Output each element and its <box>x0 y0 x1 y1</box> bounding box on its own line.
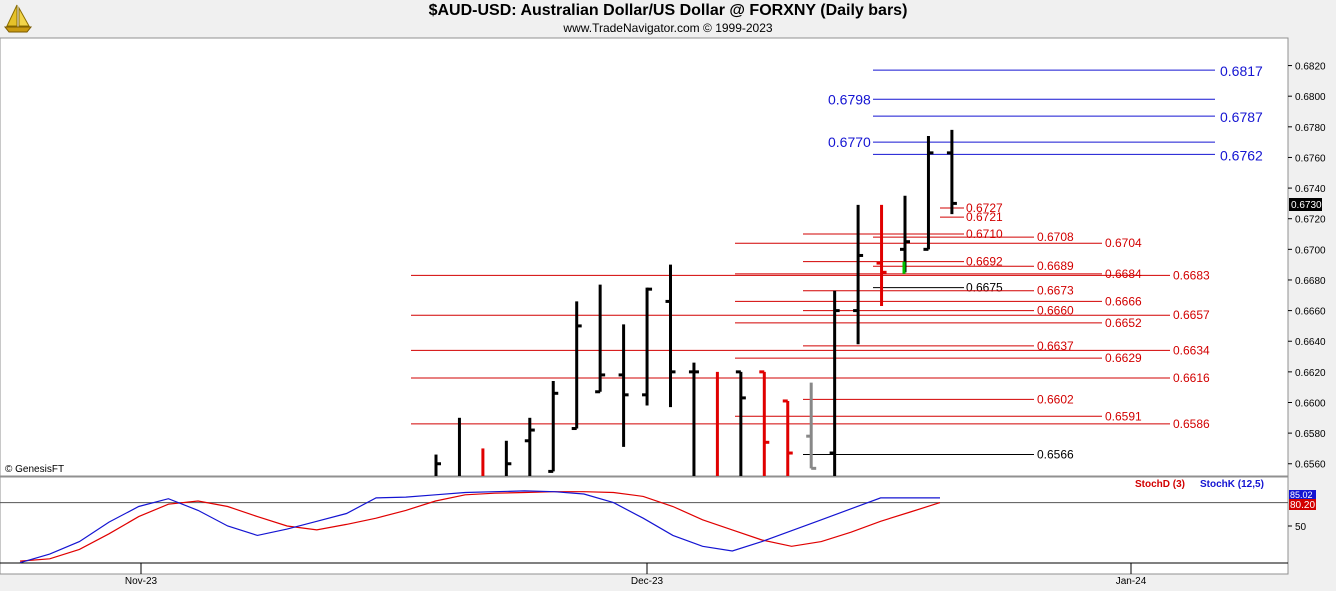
level-label: 0.6692 <box>966 255 1003 269</box>
level-label: 0.6673 <box>1037 284 1074 298</box>
price-tick-label: 0.6740 <box>1295 184 1326 195</box>
level-label: 0.6689 <box>1037 259 1074 273</box>
sailboat-logo-icon <box>2 2 34 34</box>
level-label: 0.6602 <box>1037 392 1074 406</box>
price-tick-label: 0.6640 <box>1295 337 1326 348</box>
price-bar <box>900 195 910 273</box>
price-tick-label: 0.6820 <box>1295 62 1326 73</box>
level-label: 0.6684 <box>1105 267 1142 281</box>
chart-header: $AUD-USD: Australian Dollar/US Dollar @ … <box>0 0 1336 38</box>
price-tick-label: 0.6800 <box>1295 92 1326 103</box>
price-bar <box>504 440 512 476</box>
stochd-line <box>19 491 941 562</box>
level-label: 0.6566 <box>1037 448 1074 462</box>
price-tick-label: 0.6720 <box>1295 215 1326 226</box>
level-label: 0.6586 <box>1173 417 1210 431</box>
price-bar <box>688 362 699 476</box>
level-label: 0.6675 <box>966 281 1003 295</box>
price-bar <box>923 136 934 251</box>
price-bar <box>618 324 629 447</box>
level-label: 0.6704 <box>1105 236 1142 250</box>
level-label: 0.6652 <box>1105 316 1142 330</box>
price-tick-label: 0.6680 <box>1295 276 1326 287</box>
stochd-value-tag: 80.20 <box>1289 499 1316 511</box>
price-bar <box>806 382 817 470</box>
price-bar <box>946 129 957 215</box>
price-tick-label: 0.6760 <box>1295 153 1326 164</box>
price-bar <box>524 417 535 476</box>
price-bar <box>434 454 441 476</box>
stoch-tick-label: 50 <box>1295 522 1307 533</box>
price-bar <box>759 370 770 476</box>
stochastic-layer: 50 <box>0 490 1307 564</box>
stochk-line <box>19 490 940 564</box>
chart-title: $AUD-USD: Australian Dollar/US Dollar @ … <box>428 2 908 19</box>
price-tick-label: 0.6580 <box>1295 429 1326 440</box>
price-axis: 0.6820 0.6800 0.6780 0.6760 0.6740 0.6720 0.67… <box>1288 62 1326 471</box>
price-tick-label: 0.6600 <box>1295 398 1326 409</box>
price-tick-label: 0.6700 <box>1295 245 1326 256</box>
level-label: 0.6721 <box>966 210 1003 224</box>
stochd-legend: StochD (3) <box>1135 479 1185 490</box>
level-label: 0.6591 <box>1105 409 1142 423</box>
level-label: 0.6787 <box>1220 109 1263 125</box>
level-label: 0.6762 <box>1220 147 1263 163</box>
price-bar <box>571 301 582 431</box>
price-bar <box>782 399 793 476</box>
stochk-legend: StochK (12,5) <box>1200 479 1264 490</box>
price-tick-label: 0.6780 <box>1295 123 1326 134</box>
last-price-tag: 0.6730 <box>1289 198 1322 211</box>
level-label: 0.6817 <box>1220 63 1263 79</box>
levels-layer: 0.68170.67980.67870.67700.67620.67270.67… <box>411 63 1263 462</box>
date-axis: Nov-23 Dec-23 Jan-24 <box>125 563 1147 587</box>
level-label: 0.6727 <box>966 201 1003 215</box>
level-label: 0.6666 <box>1105 294 1142 308</box>
level-label: 0.6616 <box>1173 371 1210 385</box>
level-label: 0.6634 <box>1173 343 1210 357</box>
level-label: 0.6683 <box>1173 268 1210 282</box>
price-plot-area <box>0 37 1289 477</box>
date-tick-label: Jan-24 <box>1116 576 1147 587</box>
price-tick-label: 0.6660 <box>1295 307 1326 318</box>
stochd-value-label: 80.20 <box>1290 500 1315 511</box>
date-tick-label: Dec-23 <box>631 576 664 587</box>
price-bar <box>642 287 653 406</box>
date-tick-label: Nov-23 <box>125 576 158 587</box>
chart-subtitle: www.TradeNavigator.com © 1999-2023 <box>563 21 773 35</box>
level-label: 0.6708 <box>1037 230 1074 244</box>
level-label: 0.6637 <box>1037 339 1074 353</box>
price-bar <box>876 204 887 307</box>
level-label: 0.6770 <box>828 134 871 150</box>
level-label: 0.6629 <box>1105 351 1142 365</box>
price-bar <box>595 284 606 394</box>
price-tick-label: 0.6560 <box>1295 460 1326 471</box>
level-label: 0.6798 <box>828 91 871 107</box>
level-label: 0.6660 <box>1037 304 1074 318</box>
price-tick-label: 0.6620 <box>1295 368 1326 379</box>
bars-layer <box>434 129 957 476</box>
price-bar <box>665 264 676 408</box>
last-price-label: 0.6730 <box>1291 200 1322 211</box>
level-label: 0.6710 <box>966 227 1003 241</box>
price-bar <box>548 381 559 473</box>
stochk-value-tag: 85.02 <box>1289 490 1316 500</box>
price-bar <box>853 204 864 345</box>
price-bar <box>735 370 746 476</box>
stochastic-plot-area <box>0 476 1289 575</box>
level-label: 0.6657 <box>1173 308 1210 322</box>
price-bar <box>829 290 840 476</box>
watermark-label: © GenesisFT <box>5 464 64 475</box>
stochk-value-label: 85.02 <box>1290 490 1313 500</box>
